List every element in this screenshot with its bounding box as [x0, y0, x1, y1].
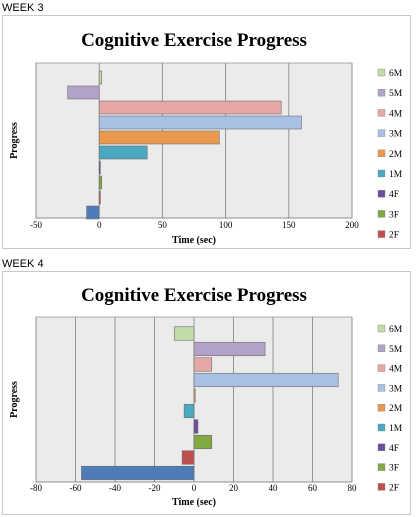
legend-label-5M: 5M [389, 89, 403, 99]
chart-title: Cognitive Exercise Progress [81, 285, 307, 306]
legend-swatch-1M [377, 169, 386, 178]
legend-label-3F: 3F [389, 210, 399, 220]
legend-label-2M: 2M [389, 404, 403, 414]
bar-4F [193, 419, 199, 434]
legend-swatch-4F [377, 189, 386, 198]
week-3-chart: Cognitive Exercise Progress -50 0 50 100 150 2… [9, 30, 403, 246]
bar-4F [98, 160, 101, 175]
legend-label-2F: 2F [389, 483, 399, 493]
x-tick-label: 200 [345, 220, 359, 230]
y-axis-title: Progress [9, 122, 20, 159]
legend-swatch-6M [377, 324, 386, 333]
legend-label-4F: 4F [389, 190, 399, 200]
week-4-chart: Cognitive Exercise Progress -80 -60 -40 -20 0… [9, 285, 403, 508]
bar-1F [81, 465, 195, 481]
week-4-chart-panel: Cognitive Exercise Progress -80 -60 -40 -20 0… [2, 271, 411, 515]
legend-swatch-5M [377, 88, 386, 97]
legend-label-2M: 2M [389, 150, 403, 160]
bar-6M [98, 70, 103, 85]
legend-swatch-5M [377, 344, 386, 353]
x-tick-label: 100 [219, 220, 233, 230]
legend-label-5M: 5M [389, 345, 403, 355]
bar-4M [193, 357, 213, 372]
x-tick-label: -20 [149, 483, 161, 493]
legend-label-6M: 6M [389, 325, 403, 335]
legend-swatch-3F [377, 463, 386, 471]
x-tick-label: 150 [282, 220, 296, 230]
legend-swatch-3M [377, 384, 386, 392]
x-axis-title: Time (sec) [172, 235, 216, 246]
bar-1M [98, 145, 148, 160]
legend-label-4M: 4M [389, 109, 403, 119]
legend-label-1M: 1M [389, 170, 403, 180]
week-3-chart-panel: Cognitive Exercise Progress -50 0 50 100 150 2… [2, 15, 411, 249]
legend-swatch-4M [377, 109, 386, 117]
bar-2F [98, 190, 101, 205]
legend-label-4F: 4F [389, 444, 399, 454]
x-tick-label: 60 [308, 483, 318, 493]
legend-swatch-2F [377, 230, 386, 238]
bar-3M [98, 115, 302, 130]
legend-label-1M: 1M [389, 424, 403, 434]
legend-swatch-2M [377, 149, 386, 158]
legend-swatch-1M [377, 423, 386, 432]
legend-label-3F: 3F [389, 464, 399, 474]
legend-label-6M: 6M [389, 69, 403, 79]
legend-swatch-3M [377, 129, 386, 137]
week-3-label: WEEK 3 [2, 2, 44, 14]
legend-label-3M: 3M [389, 384, 403, 394]
x-tick-label: -50 [30, 220, 42, 230]
x-tick-label: 20 [229, 483, 239, 493]
bar-2M [98, 130, 220, 145]
legend-label-2F: 2F [389, 231, 399, 241]
bar-6M [173, 326, 195, 341]
x-tick-label: 80 [348, 483, 358, 493]
bar-5M [67, 85, 100, 100]
bar-4M [98, 100, 282, 115]
legend-swatch-3F [377, 210, 386, 218]
bar-2M [193, 388, 196, 403]
week-4-label: WEEK 4 [2, 258, 44, 270]
x-tick-label: -80 [30, 483, 42, 493]
x-axis-title: Time (sec) [172, 497, 216, 508]
legend-label-3M: 3M [389, 130, 403, 140]
legend-label-4M: 4M [389, 365, 403, 375]
x-tick-label: 0 [97, 220, 102, 230]
chart-title: Cognitive Exercise Progress [81, 30, 307, 51]
legend-swatch-2M [377, 403, 386, 412]
legend-swatch-2F [377, 483, 386, 491]
bar-3M [193, 372, 339, 388]
y-axis-title: Progress [9, 381, 20, 418]
x-tick-label: -40 [109, 483, 121, 493]
bar-1F [86, 205, 100, 220]
legend-swatch-4F [377, 443, 386, 452]
bar-3F [98, 175, 103, 190]
bar-1M [183, 403, 195, 419]
legend-swatch-6M [377, 68, 386, 77]
x-tick-label: 0 [192, 483, 197, 493]
bar-2F [181, 450, 195, 465]
bar-5M [193, 341, 266, 357]
x-tick-label: -60 [70, 483, 82, 493]
bar-3F [193, 434, 213, 450]
x-tick-label: 40 [269, 483, 279, 493]
x-tick-label: 50 [158, 220, 168, 230]
legend-swatch-4M [377, 364, 386, 372]
